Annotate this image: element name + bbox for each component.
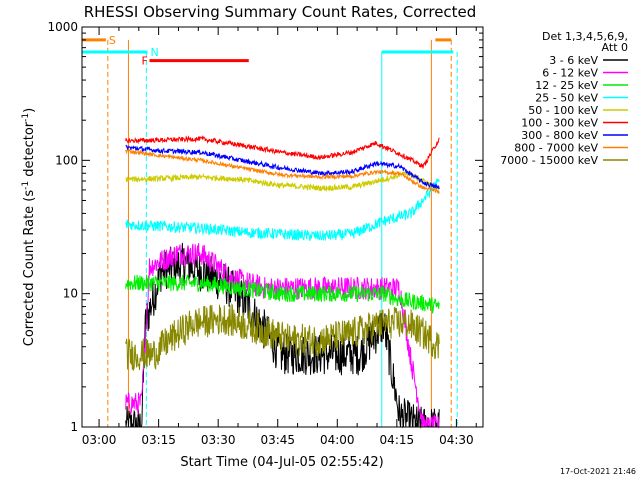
series-line-2	[125, 274, 440, 314]
plot-frame	[81, 26, 484, 428]
chart-title: RHESSI Observing Summary Count Rates, Co…	[84, 3, 477, 21]
legend-title: Det 1,3,4,5,6,9,	[542, 30, 628, 43]
legend-entry: 100 - 300 keV	[521, 117, 598, 130]
legend-entry: 800 - 7000 keV	[514, 142, 598, 155]
x-tick-label: 03:15	[141, 433, 176, 447]
series-line-6	[125, 144, 440, 190]
legend-entry: 300 - 800 keV	[521, 129, 598, 142]
x-tick-label: 04:15	[380, 433, 415, 447]
marker-label-N: N	[151, 46, 159, 59]
y-tick-label: 10	[63, 287, 78, 301]
legend-entry: 3 - 6 keV	[549, 54, 598, 67]
legend-entry: 12 - 25 keV	[535, 79, 598, 92]
series-line-3	[125, 178, 440, 241]
legend-entry: 6 - 12 keV	[542, 67, 598, 80]
y-axis-label: Corrected Count Rate (s-1 detector-1)	[21, 108, 37, 346]
marker-label-F: F	[141, 55, 147, 68]
y-tick-label: 1	[70, 420, 78, 434]
x-tick-label: 03:30	[201, 433, 236, 447]
legend-subtitle: Att 0	[602, 41, 628, 54]
x-tick-label: 03:00	[82, 433, 117, 447]
plot-area: S NF	[82, 34, 458, 429]
timestamp-stamp: 17-Oct-2021 21:46	[560, 467, 636, 476]
legend-entry: 25 - 50 keV	[535, 92, 598, 105]
x-tick-label: 03:45	[260, 433, 295, 447]
x-axis-ticks: 03:00 03:15 03:30 03:45 04:00 04:15 04:30	[82, 27, 477, 447]
marker-label-S: S	[109, 34, 116, 47]
y-tick-label: 100	[55, 153, 78, 167]
x-tick-label: 04:00	[320, 433, 355, 447]
series-line-4	[125, 171, 440, 192]
y-axis-ticks: 1 10 100 1000	[47, 20, 483, 434]
series-line-5	[125, 134, 440, 169]
series-line-1	[125, 242, 440, 429]
series-line-8	[125, 302, 440, 371]
x-axis-label: Start Time (04-Jul-05 02:55:42)	[180, 455, 383, 470]
series-line-0	[125, 242, 440, 429]
legend-entry: 50 - 100 keV	[528, 104, 598, 117]
x-tick-label: 04:30	[439, 433, 474, 447]
series-line-7	[125, 148, 440, 194]
y-tick-label: 1000	[47, 20, 78, 34]
legend-entry: 7000 - 15000 keV	[500, 154, 598, 167]
